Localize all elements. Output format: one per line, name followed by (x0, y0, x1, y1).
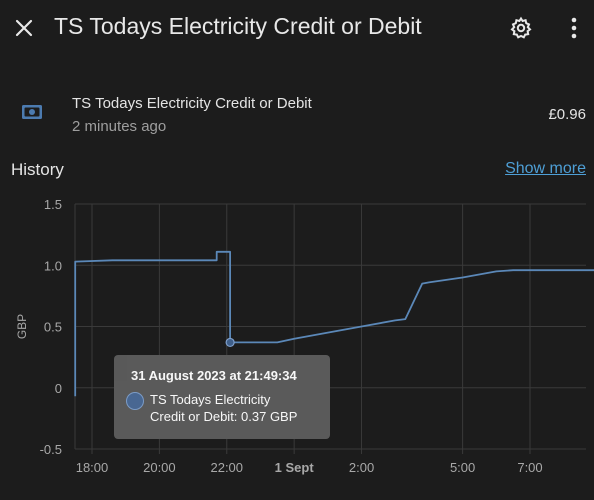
series-line (74, 250, 594, 397)
x-tick-label: 7:00 (517, 460, 542, 475)
show-more-link[interactable]: Show more (505, 160, 586, 177)
entity-row[interactable]: TS Todays Electricity Credit or Debit 2 … (0, 88, 594, 140)
more-vertical-icon (571, 17, 577, 39)
y-tick-label: 0 (55, 381, 62, 396)
highlight-point (225, 337, 235, 348)
y-tick-label: 1.0 (44, 258, 62, 273)
tooltip-date: 31 August 2023 at 21:49:34 (131, 368, 297, 383)
x-tick-label: 18:00 (76, 460, 109, 475)
entity-last-changed: 2 minutes ago (72, 118, 167, 135)
history-chart[interactable]: 1.5 1.0 0.5 0 -0.5 18:00 20:00 22:00 1 Sept 2:00 5… (0, 190, 594, 490)
y-tick-label: 1.5 (44, 197, 62, 212)
dialog-header: TS Todays Electricity Credit or Debit (0, 0, 594, 56)
x-tick-label: 5:00 (450, 460, 475, 475)
gear-icon (510, 16, 532, 39)
settings-button[interactable] (506, 13, 536, 43)
x-tick-label: 20:00 (143, 460, 176, 475)
close-button[interactable] (10, 14, 38, 42)
x-tick-label: 2:00 (349, 460, 374, 475)
y-tick-label: -0.5 (40, 442, 62, 457)
tooltip-series-swatch (126, 392, 144, 410)
x-tick-label: 1 Sept (275, 460, 315, 475)
history-title: History (11, 160, 64, 179)
entity-state: £0.96 (548, 106, 586, 123)
dialog-title: TS Todays Electricity Credit or Debit (54, 13, 422, 39)
cash-icon (21, 104, 43, 125)
chart-tooltip: 31 August 2023 at 21:49:34 TS Todays Ele… (114, 355, 330, 439)
tooltip-series-value: Credit or Debit: 0.37 GBP (150, 409, 298, 424)
tooltip-series-name: TS Todays Electricity (150, 392, 271, 407)
y-tick-label: 0.5 (44, 320, 62, 335)
close-icon (15, 19, 33, 37)
more-menu-button[interactable] (560, 13, 588, 43)
y-axis-label: GBP (15, 314, 29, 339)
x-tick-label: 22:00 (210, 460, 243, 475)
entity-name: TS Todays Electricity Credit or Debit (72, 95, 312, 112)
